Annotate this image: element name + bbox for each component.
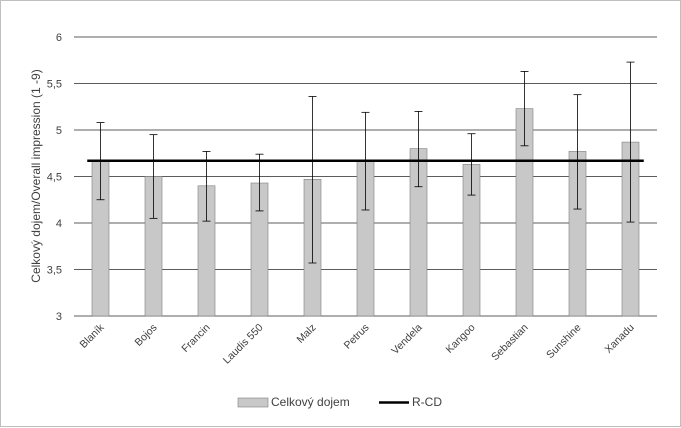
x-tick-label: Sebastian xyxy=(489,322,531,364)
y-tick-label: 4,5 xyxy=(47,172,62,184)
x-tick-label: Vendela xyxy=(389,322,424,357)
y-tick-label: 3 xyxy=(56,311,62,323)
y-axis-ticks: 3 3,5 4 4,5 5 5,5 6 xyxy=(47,32,62,323)
legend-label-celkovy-dojem: Celkový dojem xyxy=(271,395,350,409)
x-tick-label: Blaník xyxy=(77,321,107,351)
legend: Celkový dojem R-CD xyxy=(237,395,442,409)
error-bar xyxy=(149,134,158,219)
x-tick-label: Francin xyxy=(179,322,212,355)
x-tick-label: Kangoo xyxy=(444,322,478,356)
legend-label-r-cd: R-CD xyxy=(412,395,442,409)
error-bar xyxy=(308,96,317,264)
x-tick-label: Malz xyxy=(294,322,318,346)
x-tick-label: Xanadu xyxy=(603,322,637,356)
error-bar xyxy=(520,71,529,147)
error-bar xyxy=(626,61,635,223)
error-bar xyxy=(414,111,423,188)
x-tick-label: Laudis 550 xyxy=(221,322,266,367)
y-tick-label: 6 xyxy=(56,32,62,44)
y-tick-label: 5 xyxy=(56,125,62,137)
y-tick-label: 3,5 xyxy=(47,265,62,277)
error-bars xyxy=(96,61,635,264)
x-tick-label: Sunshine xyxy=(544,322,584,362)
y-axis-title: Celkový dojem/Overall impression (1 -9) xyxy=(29,69,43,282)
y-tick-label: 5,5 xyxy=(47,79,62,91)
error-bar xyxy=(202,150,211,222)
bars xyxy=(91,108,640,317)
error-bar xyxy=(573,94,582,210)
error-bar xyxy=(467,133,476,196)
legend-swatch-celkovy-dojem xyxy=(237,397,269,408)
error-bar xyxy=(255,153,264,212)
y-tick-label: 4 xyxy=(56,218,62,230)
x-axis-ticks: Blaník Bojos Francin Laudis 550 Malz Petrus Ve… xyxy=(77,321,636,366)
x-tick-label: Petrus xyxy=(342,322,372,352)
x-tick-label: Bojos xyxy=(133,322,160,349)
